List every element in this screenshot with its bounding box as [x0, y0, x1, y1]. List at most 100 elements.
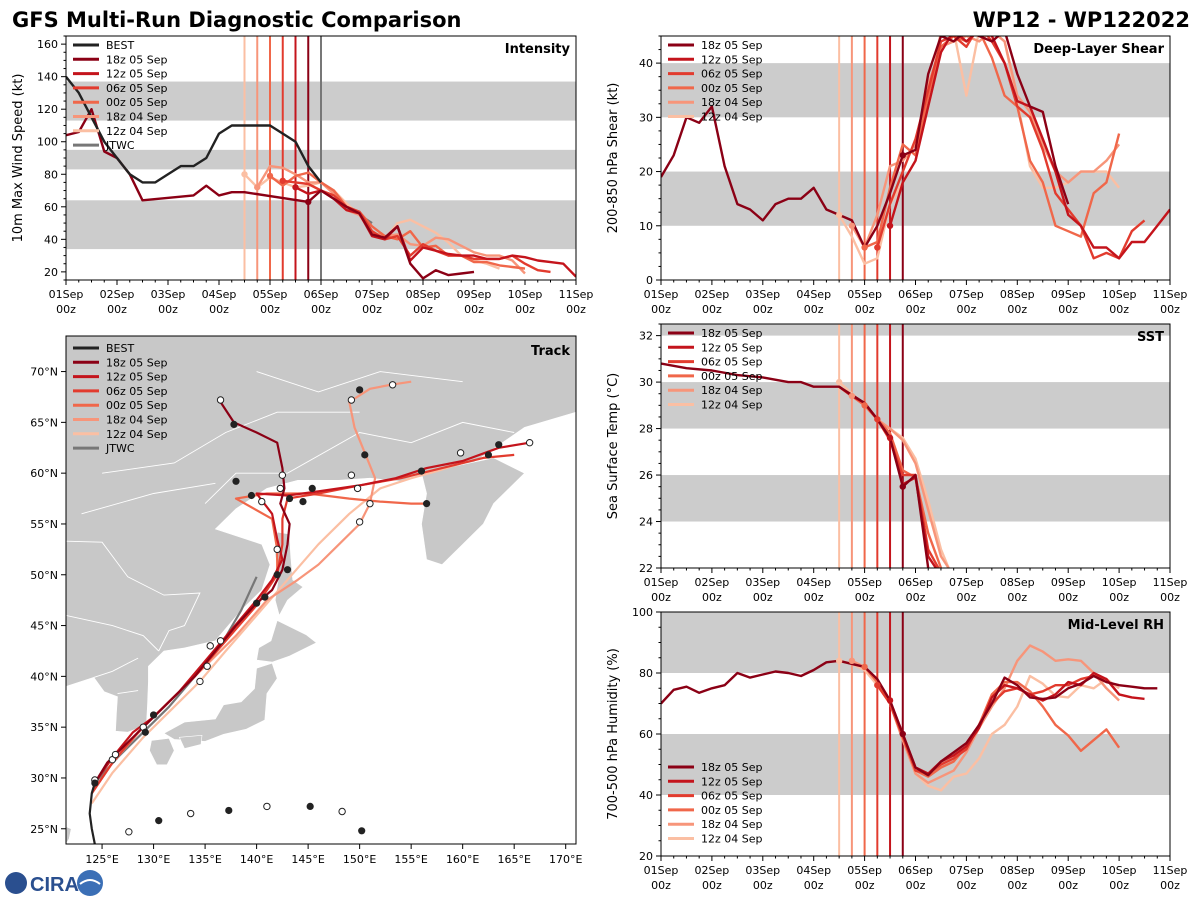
track-open-marker	[216, 637, 225, 645]
track-xtick-label: 150°E	[343, 853, 376, 866]
intensity-series-12z-05-sep	[294, 186, 576, 278]
shear-xtick-day: 02Sep	[695, 288, 730, 301]
sst-xtick-hour: 00z	[957, 591, 977, 604]
intensity-xtick-day: 01Sep	[49, 288, 84, 301]
track-open-marker	[355, 518, 364, 526]
track-frame	[65, 335, 577, 845]
track-legend-label: 18z 04 Sep	[106, 414, 168, 427]
rh-legend-label: 06z 05 Sep	[701, 790, 763, 803]
track-xtick-label: 125°E	[85, 853, 118, 866]
track-open-marker	[186, 809, 195, 818]
track-filled-marker	[361, 451, 369, 459]
sst-title: SST	[1137, 330, 1164, 345]
land-taiwan	[66, 826, 72, 844]
logo-text: CIRA	[30, 874, 79, 896]
logo-globe-icon	[5, 872, 27, 894]
shear-xtick-hour: 00z	[651, 303, 671, 316]
sst-xtick-hour: 00z	[855, 591, 875, 604]
track-filled-marker	[356, 386, 364, 394]
land-kyushu	[149, 737, 175, 766]
rh-series-06z-05-sep	[876, 674, 1121, 775]
rh-ytick-label: 60	[639, 728, 653, 741]
track-xtick-label: 140°E	[240, 853, 273, 866]
track-filled-marker	[423, 500, 431, 508]
sst-xtick-day: 05Sep	[847, 576, 882, 589]
intensity-xtick-day: 02Sep	[100, 288, 135, 301]
track-ytick-label: 40°N	[30, 670, 58, 683]
rh-xtick-day: 04Sep	[796, 864, 831, 877]
sst-xtick-hour: 00z	[753, 591, 773, 604]
shear-xtick-hour: 00z	[804, 303, 824, 316]
track-filled-marker	[149, 711, 158, 719]
sst-init-marker-4	[886, 434, 894, 442]
sst-xtick-day: 11Sep	[1153, 576, 1188, 589]
intensity-legend-label: 18z 04 Sep	[106, 111, 168, 124]
track-open-marker	[125, 828, 133, 836]
storm-id-title: WP12 - WP122022	[973, 8, 1190, 32]
rh-ytick-label: 100	[632, 606, 653, 619]
sst-xtick-day: 07Sep	[949, 576, 984, 589]
shear-init-marker-4	[886, 222, 894, 229]
sst-legend-label: 00z 05 Sep	[701, 370, 763, 383]
intensity-init-marker-0	[241, 171, 248, 178]
intensity-xtick-day: 08Sep	[406, 288, 441, 301]
figure-title: GFS Multi-Run Diagnostic Comparison	[12, 8, 461, 32]
intensity-xtick-day: 11Sep	[559, 288, 594, 301]
track-open-marker	[258, 497, 266, 506]
land-honshu	[163, 662, 278, 742]
track-filled-marker	[308, 484, 316, 492]
sst-ytick-label: 22	[639, 562, 653, 575]
track-filled-marker	[155, 817, 163, 825]
rh-legend-label: 18z 04 Sep	[701, 818, 763, 831]
track-open-marker	[206, 642, 214, 650]
sst-legend-label: 18z 04 Sep	[701, 384, 763, 397]
shear-init-marker-3	[874, 244, 881, 251]
track-filled-marker	[285, 494, 294, 503]
shear-xtick-day: 10Sep	[1102, 288, 1137, 301]
sst-xtick-day: 10Sep	[1102, 576, 1137, 589]
track-filled-marker	[495, 441, 503, 449]
shear-xtick-day: 04Sep	[796, 288, 831, 301]
track-open-marker	[525, 438, 534, 447]
intensity-legend-label: 00z 05 Sep	[106, 96, 168, 109]
shear-xtick-hour: 00z	[753, 303, 773, 316]
intensity-ytick-label: 100	[37, 136, 58, 149]
intensity-ytick-label: 20	[44, 266, 58, 279]
track-ytick-label: 70°N	[30, 366, 58, 379]
track-xtick-label: 145°E	[291, 853, 324, 866]
rh-xtick-hour: 00z	[1109, 879, 1129, 892]
shear-init-marker-1	[848, 222, 856, 229]
shear-xtick-hour: 00z	[702, 303, 722, 316]
track-xtick-label: 155°E	[394, 853, 427, 866]
shear-xtick-day: 11Sep	[1153, 288, 1188, 301]
rh-init-marker-5	[899, 730, 906, 738]
intensity-ytick-label: 80	[44, 168, 58, 181]
sst-ytick-label: 32	[639, 330, 653, 343]
shear-legend-label: 06z 05 Sep	[701, 68, 763, 81]
rh-xtick-day: 07Sep	[949, 864, 984, 877]
track-ytick-label: 55°N	[30, 518, 58, 531]
sst-xtick-day: 03Sep	[745, 576, 780, 589]
sst-legend-label: 06z 05 Sep	[701, 356, 763, 369]
rh-xtick-hour: 00z	[957, 879, 977, 892]
intensity-xtick-hour: 00z	[362, 303, 382, 316]
intensity-xtick-day: 10Sep	[508, 288, 543, 301]
intensity-series-00z-05-sep	[269, 171, 526, 270]
shear-init-marker-0	[835, 211, 843, 219]
track-ytick-label: 45°N	[30, 620, 58, 633]
rh-xtick-hour: 00z	[804, 879, 824, 892]
shear-xtick-hour: 00z	[906, 303, 926, 316]
shear-xtick-day: 07Sep	[949, 288, 984, 301]
sst-xtick-day: 08Sep	[1000, 576, 1035, 589]
track-ytick-label: 35°N	[30, 721, 58, 734]
intensity-xtick-day: 06Sep	[304, 288, 339, 301]
track-map-area	[66, 336, 576, 844]
track-filled-marker	[225, 806, 233, 815]
track-xtick-label: 160°E	[446, 853, 479, 866]
rh-xtick-day: 10Sep	[1102, 864, 1137, 877]
rh-xtick-hour: 00z	[906, 879, 926, 892]
track-ytick-label: 30°N	[30, 772, 58, 785]
intensity-xtick-hour: 00z	[311, 303, 331, 316]
track-filled-marker	[230, 420, 238, 428]
track-open-marker	[273, 545, 281, 554]
